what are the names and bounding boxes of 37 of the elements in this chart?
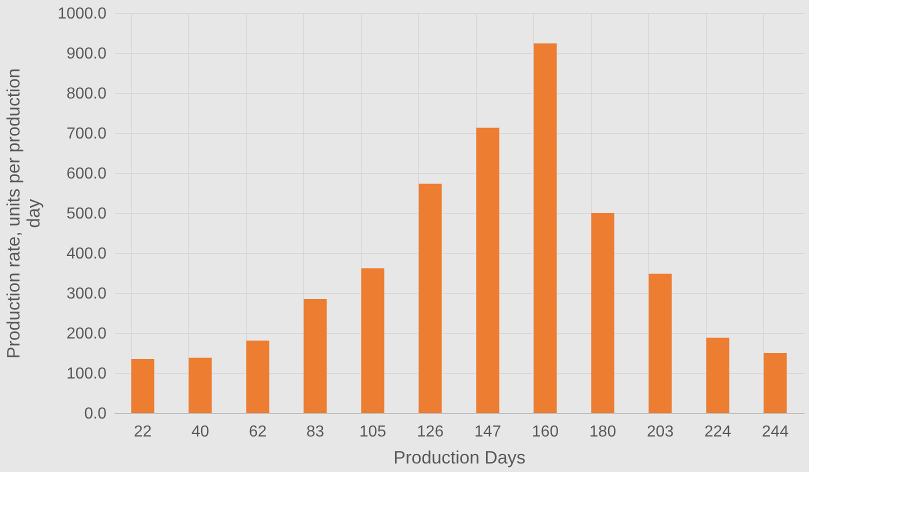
bar [246, 340, 270, 413]
y-tick-label: 200.0 [66, 326, 107, 342]
x-tick-label: 22 [134, 424, 152, 440]
y-tick-label: 300.0 [66, 286, 107, 302]
y-tick-label: 800.0 [66, 86, 107, 102]
x-tick-label: 105 [359, 424, 386, 440]
bar [476, 128, 500, 413]
x-tick-label: 224 [704, 424, 732, 440]
y-tick-label: 600.0 [66, 166, 107, 182]
bar [361, 268, 384, 413]
bar [304, 299, 327, 413]
bar [534, 43, 557, 413]
y-tick-label: 1000.0 [58, 6, 107, 22]
y-tick-label: 0.0 [84, 406, 107, 422]
bar [188, 358, 212, 413]
y-axis-title: Production rate, units per production day [4, 68, 44, 359]
bar [418, 184, 442, 413]
x-tick-label: 40 [191, 424, 210, 440]
x-tick-label: 203 [646, 424, 674, 440]
x-tick-label: 147 [474, 424, 502, 440]
bar [591, 213, 614, 413]
x-tick-label: 62 [248, 424, 267, 440]
y-tick-label: 100.0 [66, 366, 107, 382]
y-tick-label: 400.0 [66, 246, 107, 262]
x-tick-label: 244 [762, 424, 789, 440]
x-axis-title: Production Days [393, 448, 526, 468]
y-tick-label: 500.0 [66, 206, 107, 222]
y-tick-label: 700.0 [66, 126, 107, 142]
bar [131, 359, 154, 413]
x-tick-label: 83 [306, 424, 324, 440]
x-tick-label: 180 [589, 424, 616, 440]
y-tick-label: 900.0 [66, 46, 107, 62]
x-tick-label: 160 [532, 424, 559, 440]
bar [764, 353, 787, 413]
bar [648, 274, 672, 413]
bar [706, 338, 730, 413]
x-tick-label: 126 [416, 424, 444, 440]
